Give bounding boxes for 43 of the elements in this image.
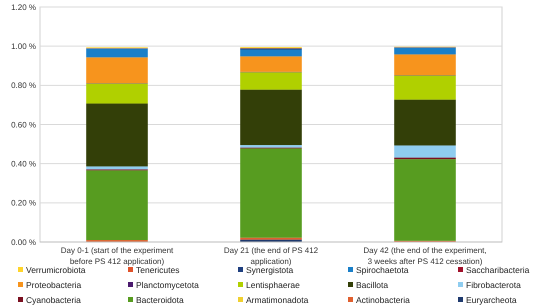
bar <box>86 48 148 58</box>
legend-label: Proteobacteria <box>26 280 82 290</box>
y-tick-label: 0.00 % <box>11 238 36 247</box>
legend-label: Synergistota <box>246 264 294 275</box>
legend-label: Verrumicrobiota <box>26 264 86 275</box>
bar <box>86 170 148 240</box>
bar <box>86 104 148 166</box>
legend-label: Bacillota <box>356 280 388 290</box>
legend-label: Saccharibacteria <box>466 264 530 275</box>
bar <box>240 148 302 238</box>
legend-label: Planctomycetota <box>136 280 200 290</box>
y-tick-label: 0.80 % <box>11 81 36 90</box>
legend-label: Fibrobacterota <box>466 280 522 290</box>
x-tick-label: Day 21 (the end of PS 412 application) <box>224 246 319 266</box>
legend-label: Euryarcheota <box>466 294 517 305</box>
legend-label: Actinobacteria <box>356 294 410 305</box>
bar <box>240 72 302 90</box>
legend-label: Armatimonadota <box>246 294 309 305</box>
y-tick-label: 0.40 % <box>11 159 36 168</box>
bar <box>240 145 302 148</box>
x-tick-label: Day 0-1 (start of the experiment before PS 412 application) <box>60 246 174 266</box>
bar <box>240 49 302 56</box>
bar <box>86 166 148 170</box>
bar <box>240 90 302 146</box>
bar <box>394 54 456 76</box>
bar <box>394 48 456 54</box>
y-tick-label: 0.60 % <box>11 120 36 130</box>
y-tick-label: 1.00 % <box>11 42 36 51</box>
bar <box>394 159 456 241</box>
bar <box>240 56 302 72</box>
legend-label: Bacteroidota <box>136 294 184 305</box>
bar <box>86 57 148 84</box>
bar <box>394 145 456 158</box>
y-tick-label: 0.20 % <box>11 198 36 208</box>
x-tick-label: Day 42 (the end of the experiment, 3 weeks after PS 412 cessation) <box>363 246 487 266</box>
legend-label: Spirochaetota <box>356 264 409 275</box>
bar <box>394 76 456 100</box>
legend-label: Tenericutes <box>136 264 180 275</box>
legend-label: Cyanobacteria <box>26 294 82 305</box>
y-tick-label: 1.20 % <box>11 2 36 12</box>
legend-label: Lentisphaerae <box>246 280 300 290</box>
bar <box>394 100 456 146</box>
bar <box>86 84 148 104</box>
